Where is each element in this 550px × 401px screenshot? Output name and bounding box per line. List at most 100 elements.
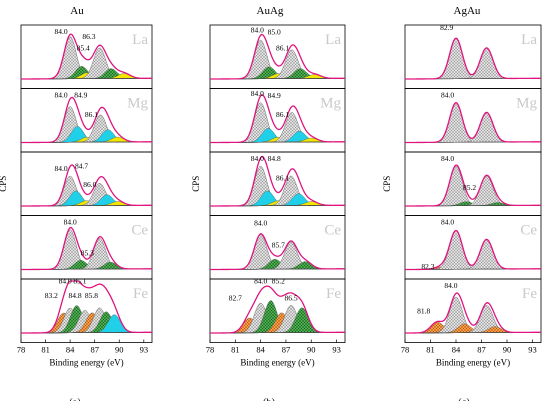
element-label: Ce xyxy=(324,223,341,239)
x-tick-label: 90 xyxy=(503,345,512,355)
spectrum-row: Mg 84.0 xyxy=(404,88,542,153)
x-tick-label: 84 xyxy=(66,345,75,355)
x-tick-label: 87 xyxy=(282,345,291,355)
peak-label: 85.7 xyxy=(272,240,285,249)
peak-label: 86.0 xyxy=(83,180,96,189)
peak-label: 84.0 xyxy=(59,276,72,285)
x-tick-label: 81 xyxy=(41,345,50,355)
peak-label: 84.9 xyxy=(268,91,281,100)
x-axis-label: Binding energy (eV) xyxy=(240,358,314,368)
envelope-curve xyxy=(210,285,346,334)
element-label: Fe xyxy=(326,286,341,302)
spectrum-row: Fe 84.0 81.8 xyxy=(404,278,542,343)
spectrum-row: 84.0 85.2 xyxy=(404,151,542,216)
x-tick-label: 84 xyxy=(256,345,265,355)
peak-label: 83.2 xyxy=(45,291,58,300)
element-label: La xyxy=(521,32,537,48)
peak-label: 86.3 xyxy=(82,32,95,41)
element-label: Mg xyxy=(320,96,341,112)
peak-label: 84.9 xyxy=(74,90,87,99)
peak-label: 84.7 xyxy=(75,162,88,171)
spectrum-row: Ce 84.0 85.3 xyxy=(20,215,153,280)
spectrum-row: Ce 84.0 82.3 xyxy=(404,215,542,280)
x-tick-label: 81 xyxy=(426,345,435,355)
peak-label: 86.1 xyxy=(276,110,289,119)
x-axis-label: Binding energy (eV) xyxy=(49,358,123,368)
peak-label: 85.2 xyxy=(272,276,285,285)
peak-label: 84.0 xyxy=(444,281,457,290)
peak-label: 85.0 xyxy=(268,28,281,37)
panel-title: AuAg xyxy=(257,5,284,17)
row-frame xyxy=(20,278,153,343)
envelope-curve xyxy=(210,155,346,207)
envelope-curve xyxy=(210,94,346,144)
peak-label: 84.0 xyxy=(55,27,68,36)
element-label: Mg xyxy=(127,96,148,112)
envelope-curve xyxy=(21,96,153,144)
spectrum-row: La 84.0 86.3 85.4 xyxy=(20,24,153,89)
panel-title: AgAu xyxy=(454,5,481,17)
element-label: La xyxy=(132,32,148,48)
peak-label: 85.4 xyxy=(77,43,90,52)
peak-label: 84.8 xyxy=(68,291,81,300)
envelope-curve xyxy=(405,37,542,80)
envelope-curve xyxy=(405,164,542,207)
peak-label: 84.0 xyxy=(441,217,454,226)
envelope-curve xyxy=(21,226,153,271)
peak-label: 85.3 xyxy=(81,249,94,258)
spectrum-row: La 84.0 85.0 86.1 xyxy=(209,24,346,89)
peak-label: 86.1 xyxy=(276,174,289,183)
envelope-curve xyxy=(405,101,542,144)
panel-caption: (a) xyxy=(69,398,81,401)
peak-label: 84.0 xyxy=(251,154,264,163)
element-label: Ce xyxy=(520,223,537,239)
peak-label: 81.8 xyxy=(417,306,430,315)
peak-label: 84.0 xyxy=(55,90,68,99)
panel-caption: (c) xyxy=(458,398,470,401)
x-tick-label: 78 xyxy=(401,345,410,355)
x-tick-label: 93 xyxy=(528,345,537,355)
peak-label: 84.8 xyxy=(268,154,281,163)
peak-label: 84.0 xyxy=(251,26,264,35)
envelope-curve xyxy=(21,33,153,80)
panel-c: AgAu CPS La 82.9 Mg 84.0 84.0 85.2 Ce 84.0 82.3 Fe 8… xyxy=(382,5,542,401)
x-tick-label: 90 xyxy=(307,345,316,355)
peak-label: 82.9 xyxy=(440,23,453,32)
peak-label: 84.0 xyxy=(441,154,454,163)
y-axis-label: CPS xyxy=(382,176,392,192)
envelope-curve xyxy=(405,229,542,271)
spectrum-row: La 82.9 xyxy=(404,23,542,89)
spectrum-row: Fe 84.0 85.2 82.7 86.5 xyxy=(209,276,346,343)
x-tick-label: 93 xyxy=(332,345,341,355)
peak-label: 84.0 xyxy=(441,90,454,99)
element-label: Mg xyxy=(516,96,537,112)
spectrum-row: Ce 84.0 85.7 xyxy=(209,215,346,280)
envelope-curve xyxy=(21,280,153,334)
x-tick-label: 81 xyxy=(231,345,240,355)
element-label: Fe xyxy=(522,286,537,302)
row-frame xyxy=(209,278,346,343)
peak-label: 82.7 xyxy=(229,294,242,303)
peak-label: 85.1 xyxy=(73,276,86,285)
peak-label: 86.1 xyxy=(85,110,98,119)
x-axis-label: Binding energy (eV) xyxy=(436,358,510,368)
fit-component xyxy=(209,165,346,207)
element-label: Ce xyxy=(131,223,148,239)
spectrum-row: 84.0 84.7 86.0 xyxy=(20,151,153,216)
peak-label: 86.5 xyxy=(284,294,297,303)
x-tick-label: 93 xyxy=(140,345,149,355)
y-axis-label: CPS xyxy=(191,176,201,192)
peak-label: 84.0 xyxy=(251,89,264,98)
x-tick-label: 90 xyxy=(115,345,124,355)
peak-label: 84.0 xyxy=(254,276,267,285)
x-tick-label: 78 xyxy=(206,345,215,355)
spectrum-row: 84.0 84.8 86.1 xyxy=(209,151,346,216)
envelope-curve xyxy=(210,33,346,80)
peak-label: 86.1 xyxy=(276,43,289,52)
x-tick-label: 87 xyxy=(90,345,99,355)
x-tick-label: 84 xyxy=(452,345,461,355)
row-frame xyxy=(404,278,542,343)
